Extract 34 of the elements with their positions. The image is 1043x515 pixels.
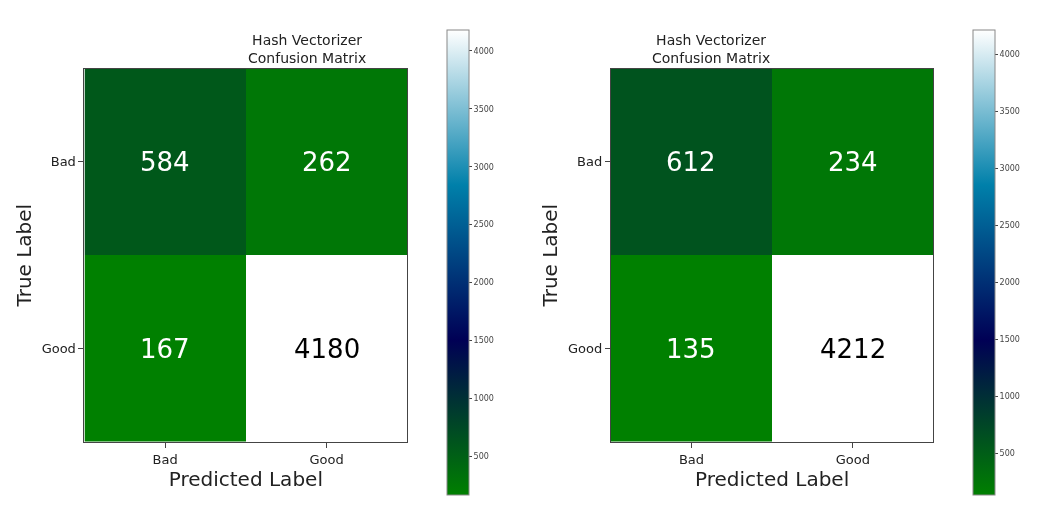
data-label: 584 [140,147,190,177]
chart-title: Hash Vectorizer Confusion Matrix [248,32,367,67]
chart-title: Hash Vectorizer Confusion Matrix [652,32,771,67]
color-bar-label: 4000 [999,49,1020,59]
x-tick-label: Good [309,451,344,467]
data-label: 4180 [294,334,361,364]
color-bar-label: 2500 [473,220,494,230]
color-bar-label: 3000 [999,164,1020,174]
color-bar-label: 500 [999,449,1015,459]
data-label: 262 [302,147,352,177]
x-axis-title: Predicted Label [168,466,323,491]
data-label: 234 [828,147,878,177]
x-tick-label: Bad [678,451,705,467]
color-bar-label: 2000 [473,278,494,288]
color-bar-label: 500 [473,452,489,462]
color-bar-label: 1500 [999,335,1020,345]
color-bar-label: 3000 [473,162,494,172]
color-bar-label: 1000 [473,394,494,404]
color-bar-label: 1000 [999,392,1020,402]
data-label: 167 [140,334,190,364]
data-label: 135 [666,334,716,364]
y-axis-title: True Label [12,203,37,308]
color-bar-label: 1500 [473,336,494,346]
color-bar-label: 2000 [999,278,1020,288]
x-tick-label: Bad [152,451,178,467]
x-axis-title: Predicted Label [695,466,850,491]
x-tick-label: Good [835,451,870,467]
color-bar-label: 2500 [999,221,1020,231]
data-label: 4212 [820,334,887,364]
color-bar-label: 4000 [473,46,494,56]
data-label: 612 [666,147,716,177]
color-bar-label: 3500 [999,107,1020,117]
y-axis-title: True Label [538,203,563,308]
color-bar-label: 3500 [473,104,494,114]
